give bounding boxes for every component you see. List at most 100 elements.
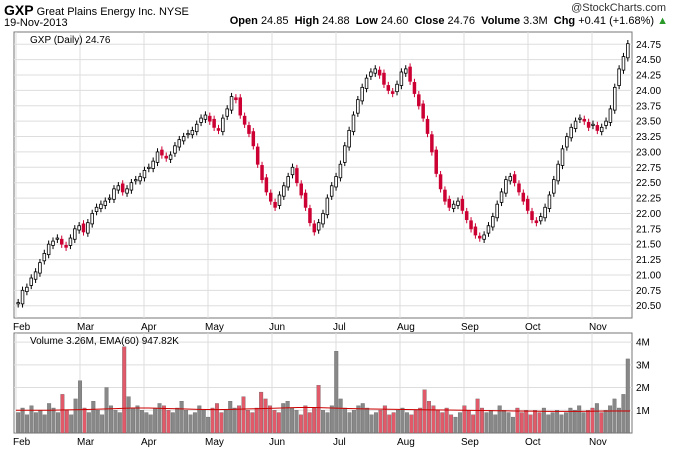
candle-body bbox=[308, 208, 312, 224]
month-tick-label: Sep bbox=[461, 437, 479, 448]
candle-body bbox=[99, 203, 103, 209]
month-tick-label: Sep bbox=[461, 322, 479, 333]
candle-body bbox=[591, 123, 595, 126]
volume-bar bbox=[126, 396, 131, 434]
candle-body bbox=[325, 197, 330, 216]
volume-bar bbox=[374, 412, 378, 434]
month-tick-label: Nov bbox=[589, 322, 607, 333]
price-tick-label: 22.25 bbox=[636, 194, 661, 205]
candle-body bbox=[225, 108, 229, 117]
volume-bar bbox=[109, 405, 113, 434]
candle-body bbox=[425, 118, 430, 134]
volume-bar bbox=[347, 412, 352, 434]
candle-body bbox=[155, 151, 160, 163]
candle-body bbox=[499, 191, 504, 203]
volume-bar bbox=[69, 414, 74, 434]
volume-bar bbox=[285, 401, 290, 434]
volume-bar bbox=[307, 412, 312, 434]
volume-bar bbox=[100, 414, 105, 434]
candle-body bbox=[68, 237, 73, 246]
volume-bar bbox=[157, 403, 162, 434]
volume-bar bbox=[290, 407, 295, 434]
candle-body bbox=[134, 179, 138, 182]
copyright-link[interactable]: @StockCharts.com bbox=[571, 2, 666, 14]
candle-body bbox=[595, 125, 600, 131]
volume-bar bbox=[56, 412, 60, 434]
candle-body bbox=[247, 125, 251, 134]
price-tick-label: 24.25 bbox=[636, 71, 661, 82]
month-tick-label: May bbox=[205, 322, 224, 333]
volume-bar bbox=[528, 414, 533, 434]
candle-body bbox=[338, 163, 343, 179]
volume-bar bbox=[219, 412, 224, 434]
volume-bar bbox=[555, 410, 560, 434]
candle-body bbox=[491, 216, 495, 228]
candle-body bbox=[147, 166, 151, 169]
candle-body bbox=[604, 120, 608, 126]
volume-bar bbox=[533, 410, 537, 434]
volume-bar bbox=[475, 398, 480, 434]
volume-bar bbox=[148, 414, 153, 434]
candle-body bbox=[565, 136, 569, 148]
candle-body bbox=[482, 234, 486, 240]
volume-bar bbox=[201, 410, 206, 434]
candle-body bbox=[138, 176, 142, 182]
volume-bar bbox=[506, 412, 511, 434]
month-tick-label: Mar bbox=[77, 322, 95, 333]
volume-bar bbox=[590, 407, 595, 434]
low-value: 24.60 bbox=[380, 15, 409, 27]
candle-body bbox=[460, 198, 465, 211]
candle-body bbox=[447, 198, 452, 208]
price-tick-label: 21.25 bbox=[636, 255, 661, 266]
volume-bar bbox=[524, 410, 529, 434]
candle-body bbox=[112, 188, 116, 200]
close-label: Close bbox=[414, 15, 445, 27]
candle-body bbox=[373, 68, 378, 74]
volume-bar bbox=[422, 389, 427, 434]
volume-bar bbox=[122, 346, 127, 434]
volume-bar bbox=[184, 410, 189, 434]
volume-bar bbox=[223, 410, 228, 434]
title-line: GXP Great Plains Energy Inc. NYSE bbox=[4, 2, 189, 18]
candle-body bbox=[621, 56, 626, 71]
candle-body bbox=[229, 96, 234, 111]
high-label: High bbox=[294, 15, 320, 27]
candle-body bbox=[81, 223, 86, 233]
volume-bar bbox=[73, 398, 78, 434]
volume-bar bbox=[404, 412, 409, 434]
candle-body bbox=[268, 192, 273, 202]
volume-bar bbox=[334, 351, 339, 434]
price-tick-label: 23.75 bbox=[636, 101, 661, 112]
volume-bar bbox=[210, 407, 215, 434]
price-tick-label: 21.75 bbox=[636, 224, 661, 235]
volume-bar bbox=[546, 414, 551, 434]
candle-body bbox=[369, 71, 373, 77]
volume-bar bbox=[162, 405, 166, 434]
candle-body bbox=[151, 160, 155, 169]
volume-bar bbox=[621, 394, 626, 434]
month-tick-label: May bbox=[205, 437, 224, 448]
candle-body bbox=[260, 165, 264, 181]
close-value: 24.76 bbox=[447, 15, 476, 27]
candle-body bbox=[107, 197, 112, 200]
candle-body bbox=[399, 71, 404, 86]
high-value: 24.88 bbox=[322, 15, 350, 27]
candle-body bbox=[203, 114, 208, 120]
company-name: Great Plains Energy Inc. bbox=[36, 6, 156, 18]
candle-body bbox=[173, 145, 177, 154]
candle-body bbox=[495, 203, 499, 219]
candle-body bbox=[42, 253, 47, 262]
volume-bar bbox=[139, 410, 144, 434]
volume-bar bbox=[338, 398, 343, 434]
volume-bar bbox=[170, 412, 175, 434]
volume-bar bbox=[228, 401, 233, 434]
candle-body bbox=[234, 97, 238, 101]
candle-body bbox=[312, 223, 317, 233]
volume-bar bbox=[550, 412, 555, 434]
volume-bar bbox=[175, 407, 180, 434]
volume-bar bbox=[42, 414, 47, 434]
volume-bar bbox=[431, 405, 436, 434]
chg-value: +0.41 (+1.68%) bbox=[578, 15, 655, 27]
candle-body bbox=[277, 194, 282, 206]
candle-body bbox=[560, 148, 565, 166]
